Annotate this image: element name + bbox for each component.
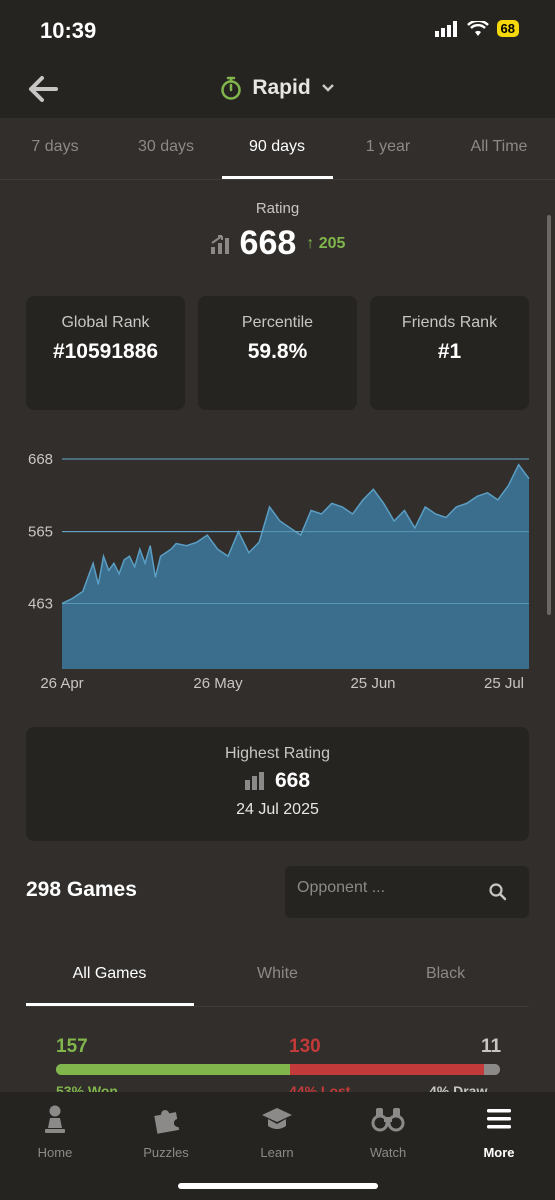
friends-rank-label: Friends Rank xyxy=(401,314,498,331)
wifi-icon xyxy=(466,20,489,36)
x-tick-label: 26 May xyxy=(193,675,243,692)
status-time: 10:39 xyxy=(40,18,97,43)
pawn-icon xyxy=(45,1105,65,1133)
percentile-card: Percentile 59.8% xyxy=(198,296,357,410)
highest-rating-value: 668 xyxy=(274,769,311,792)
tab-all-time[interactable]: All Time xyxy=(470,138,528,155)
nav-more-label: More xyxy=(483,1145,515,1160)
stopwatch-icon xyxy=(221,76,242,100)
search-icon[interactable] xyxy=(489,883,507,901)
rating-line xyxy=(61,463,530,605)
range-tabs: 7 days 30 days 90 days 1 year All Time xyxy=(0,118,555,180)
color-filter-tabs: All Games White Black xyxy=(26,950,529,1007)
battery-indicator: 68 xyxy=(496,20,519,37)
nav-home-label: Home xyxy=(37,1145,73,1160)
signal-icon xyxy=(434,20,457,37)
back-arrow-icon[interactable] xyxy=(26,74,60,104)
highest-rating-row: 668 xyxy=(26,769,529,793)
puzzle-icon xyxy=(154,1110,180,1134)
tab-underline xyxy=(222,176,333,179)
highest-rating-date: 24 Jul 2025 xyxy=(236,801,319,818)
global-rank-value: #10591886 xyxy=(52,340,159,363)
lost-bar-segment xyxy=(289,1064,484,1075)
bottom-nav: Home Puzzles Learn Watch More xyxy=(0,1092,555,1200)
x-tick-label: 25 Jul xyxy=(484,675,524,692)
nav-puzzles-label: Puzzles xyxy=(143,1145,189,1160)
games-count: 298 Games xyxy=(26,878,137,901)
current-rating: 668 xyxy=(239,224,297,262)
nav-more[interactable]: More xyxy=(449,1104,549,1160)
rating-chart: 668 565 463 26 Apr 26 May 25 Jun 25 Jul xyxy=(28,451,530,692)
global-rank-card: Global Rank #10591886 xyxy=(26,296,185,410)
tab-1-year[interactable]: 1 year xyxy=(365,138,411,155)
nav-watch[interactable]: Watch xyxy=(338,1104,438,1160)
y-tick-label: 565 xyxy=(28,524,53,541)
highest-rating-label: Highest Rating xyxy=(225,745,330,762)
lost-count: 130 xyxy=(289,1036,321,1057)
rating-trend-icon xyxy=(210,234,229,254)
nav-puzzles[interactable]: Puzzles xyxy=(116,1104,216,1160)
scrollbar[interactable] xyxy=(547,215,551,615)
tab-7-days[interactable]: 7 days xyxy=(31,138,79,155)
friends-rank-value: #1 xyxy=(437,340,462,363)
draw-bar-segment xyxy=(483,1064,500,1075)
header: Rapid xyxy=(0,62,555,118)
tab-black[interactable]: Black xyxy=(425,965,466,982)
x-tick-label: 25 Jun xyxy=(350,675,395,692)
rating-area xyxy=(62,464,529,669)
home-indicator xyxy=(178,1183,378,1189)
rating-delta-value: 205 xyxy=(318,234,346,252)
binoculars-icon xyxy=(371,1108,405,1132)
page-title: Rapid xyxy=(252,76,311,99)
tab-all-games[interactable]: All Games xyxy=(72,965,147,982)
chevron-down-icon xyxy=(321,84,334,92)
tab-white[interactable]: White xyxy=(257,965,298,982)
friends-rank-card: Friends Rank #1 xyxy=(370,296,529,410)
highest-rating-card: Highest Rating 668 24 Jul 2025 xyxy=(26,727,529,841)
won-count: 157 xyxy=(56,1036,88,1057)
percentile-value: 59.8% xyxy=(247,340,308,363)
opponent-search-input[interactable] xyxy=(297,879,477,897)
nav-watch-label: Watch xyxy=(369,1145,407,1160)
status-bar: 10:39 68 xyxy=(0,0,555,62)
draw-count: 11 xyxy=(481,1036,502,1057)
status-icons: 68 xyxy=(434,20,519,37)
rating-delta: ↑ 205 xyxy=(306,234,346,252)
won-bar-segment xyxy=(56,1064,290,1075)
x-tick-label: 26 Apr xyxy=(40,675,83,692)
global-rank-label: Global Rank xyxy=(61,314,150,331)
y-tick-label: 668 xyxy=(28,451,53,468)
mode-selector[interactable]: Rapid xyxy=(0,76,555,100)
rating-row: 668 ↑ 205 xyxy=(0,224,555,263)
graduation-cap-icon xyxy=(262,1108,292,1129)
nav-home[interactable]: Home xyxy=(5,1104,105,1160)
percentile-label: Percentile xyxy=(241,314,314,331)
hamburger-menu-icon xyxy=(487,1109,511,1129)
results-bar xyxy=(56,1064,500,1075)
nav-learn[interactable]: Learn xyxy=(227,1104,327,1160)
tab-30-days[interactable]: 30 days xyxy=(137,138,195,155)
bar-chart-icon xyxy=(244,772,264,790)
nav-learn-label: Learn xyxy=(260,1145,294,1160)
filter-tab-underline xyxy=(26,1003,194,1006)
opponent-search[interactable] xyxy=(285,866,529,918)
rating-label: Rating xyxy=(255,200,300,217)
tab-90-days[interactable]: 90 days xyxy=(248,138,306,155)
y-tick-label: 463 xyxy=(28,595,53,612)
